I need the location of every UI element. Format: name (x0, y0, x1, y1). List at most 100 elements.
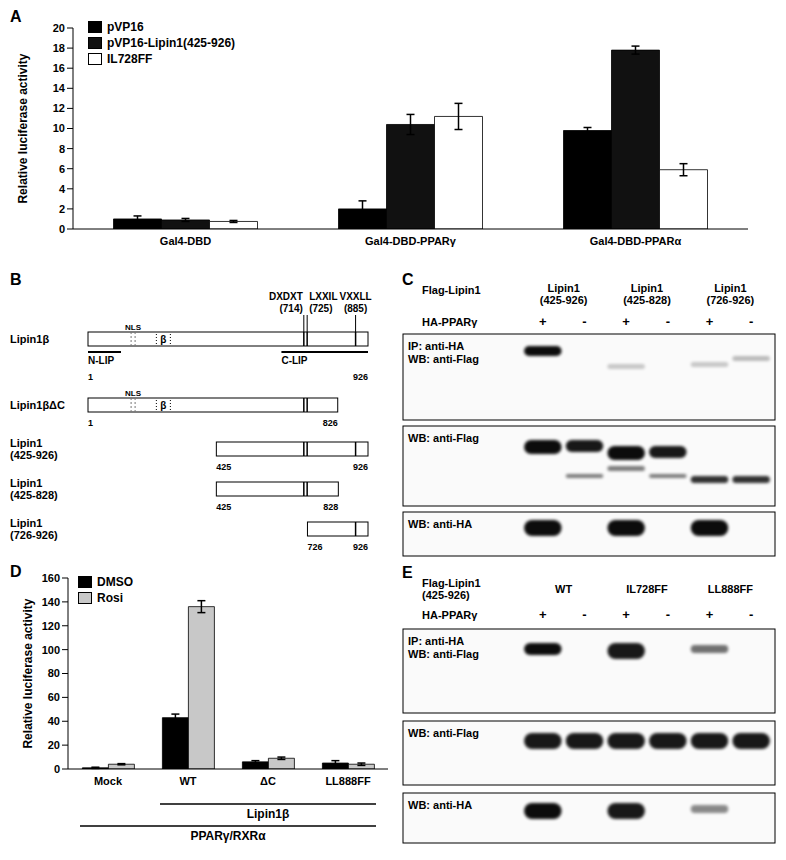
svg-text:(425-926): (425-926) (540, 294, 588, 306)
svg-text:Flag-Lipin1: Flag-Lipin1 (422, 284, 481, 296)
svg-text:Gal4-DBD-PPARα: Gal4-DBD-PPARα (590, 235, 682, 247)
svg-text:0: 0 (59, 223, 65, 235)
svg-text:WT: WT (555, 583, 572, 595)
svg-text:IP: anti-HA: IP: anti-HA (408, 635, 464, 647)
svg-text:VXXLL: VXXLL (339, 291, 371, 302)
svg-text:Lipin1β: Lipin1β (247, 807, 290, 821)
svg-text:Lipin1: Lipin1 (10, 517, 42, 529)
svg-text:PPARγ/RXRα: PPARγ/RXRα (190, 829, 266, 843)
svg-text:+: + (706, 607, 714, 622)
svg-text:Gal4-DBD-PPARγ: Gal4-DBD-PPARγ (365, 235, 457, 247)
svg-text:425: 425 (216, 502, 231, 512)
svg-text:LL888FF: LL888FF (325, 775, 371, 787)
svg-text:-: - (749, 314, 753, 329)
svg-text:4: 4 (59, 183, 66, 195)
svg-text:(425-828): (425-828) (10, 489, 58, 501)
svg-text:Relative luciferase activity: Relative luciferase activity (21, 598, 35, 748)
svg-text:1: 1 (88, 418, 93, 428)
svg-text:E: E (402, 564, 413, 581)
svg-text:-: - (582, 314, 586, 329)
svg-text:16: 16 (53, 62, 65, 74)
svg-text:LXXIL: LXXIL (309, 291, 337, 302)
svg-text:Relative luciferase activity: Relative luciferase activity (16, 53, 30, 203)
svg-text:WB: anti-HA: WB: anti-HA (408, 518, 472, 530)
svg-text:926: 926 (353, 372, 368, 382)
svg-text:+: + (622, 607, 630, 622)
svg-text:C: C (402, 271, 414, 288)
svg-text:Lipin1: Lipin1 (10, 477, 42, 489)
svg-text:Gal4-DBD: Gal4-DBD (160, 235, 211, 247)
svg-text:B: B (10, 271, 22, 288)
svg-text:Lipin1β: Lipin1β (10, 333, 49, 345)
svg-text:HA-PPARγ: HA-PPARγ (422, 609, 478, 621)
svg-text:NLS: NLS (125, 389, 142, 398)
svg-text:HA-PPARγ: HA-PPARγ (422, 316, 478, 328)
svg-text:WB: anti-Flag: WB: anti-Flag (408, 727, 479, 739)
svg-text:0: 0 (54, 763, 60, 775)
svg-text:C-LIP: C-LIP (281, 355, 307, 366)
html-text:pVP16-Lipin1(425-926): pVP16-Lipin1(425-926) (107, 36, 235, 50)
svg-text:Lipin1βΔC: Lipin1βΔC (10, 399, 65, 411)
svg-text:WB: anti-HA: WB: anti-HA (408, 799, 472, 811)
svg-text:2: 2 (59, 203, 65, 215)
svg-text:(726-926): (726-926) (10, 529, 58, 541)
svg-text:926: 926 (353, 542, 368, 552)
svg-text:80: 80 (48, 667, 60, 679)
svg-text:NLS: NLS (125, 323, 142, 332)
svg-text:+: + (539, 314, 547, 329)
svg-text:WB: anti-Flag: WB: anti-Flag (408, 353, 479, 365)
svg-text:100: 100 (42, 644, 60, 656)
svg-text:(425-926): (425-926) (10, 449, 58, 461)
svg-text:140: 140 (42, 596, 60, 608)
svg-text:(714): (714) (279, 303, 302, 314)
svg-text:-: - (749, 607, 753, 622)
svg-text:(425-828): (425-828) (623, 294, 671, 306)
svg-text:(725): (725) (309, 303, 332, 314)
svg-text:-: - (666, 314, 670, 329)
svg-text:Mock: Mock (94, 775, 123, 787)
svg-text:Lipin1: Lipin1 (631, 282, 663, 294)
svg-text:IP: anti-HA: IP: anti-HA (408, 340, 464, 352)
svg-text:726: 726 (307, 542, 322, 552)
svg-text:Flag-Lipin1: Flag-Lipin1 (422, 577, 481, 589)
svg-text:(885): (885) (344, 303, 367, 314)
svg-text:β: β (160, 400, 166, 411)
svg-text:N-LIP: N-LIP (88, 355, 114, 366)
svg-text:926: 926 (353, 462, 368, 472)
svg-text:10: 10 (53, 122, 65, 134)
svg-text:-: - (666, 607, 670, 622)
svg-text:20: 20 (53, 22, 65, 34)
svg-text:425: 425 (216, 462, 231, 472)
svg-text:6: 6 (59, 163, 65, 175)
svg-text:8: 8 (59, 143, 65, 155)
svg-text:Lipin1: Lipin1 (714, 282, 746, 294)
svg-text:IL728FF: IL728FF (626, 583, 668, 595)
svg-text:(425-926): (425-926) (422, 589, 470, 601)
svg-text:120: 120 (42, 620, 60, 632)
svg-text:160: 160 (42, 572, 60, 584)
svg-text:WB: anti-Flag: WB: anti-Flag (408, 432, 479, 444)
svg-text:-: - (582, 607, 586, 622)
svg-text:60: 60 (48, 691, 60, 703)
svg-text:18: 18 (53, 42, 65, 54)
svg-text:WT: WT (179, 775, 196, 787)
svg-text:Lipin1: Lipin1 (547, 282, 579, 294)
svg-text:828: 828 (323, 502, 338, 512)
svg-text:12: 12 (53, 102, 65, 114)
svg-text:1: 1 (88, 372, 93, 382)
svg-text:(726-926): (726-926) (706, 294, 754, 306)
svg-text:ΔC: ΔC (260, 775, 276, 787)
svg-text:WB: anti-Flag: WB: anti-Flag (408, 648, 479, 660)
svg-text:826: 826 (323, 418, 338, 428)
svg-text:40: 40 (48, 715, 60, 727)
svg-text:+: + (539, 607, 547, 622)
svg-text:LL888FF: LL888FF (708, 583, 754, 595)
svg-text:Lipin1: Lipin1 (10, 437, 42, 449)
svg-text:20: 20 (48, 739, 60, 751)
svg-text:β: β (160, 334, 166, 345)
svg-text:+: + (706, 314, 714, 329)
svg-text:+: + (622, 314, 630, 329)
svg-text:14: 14 (53, 82, 66, 94)
html-text:pVP16: pVP16 (107, 20, 144, 34)
svg-text:DXDXT: DXDXT (269, 291, 303, 302)
